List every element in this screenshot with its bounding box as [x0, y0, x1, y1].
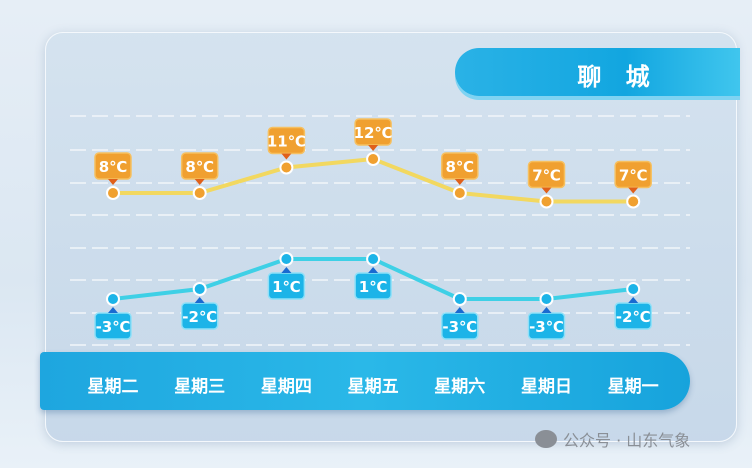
svg-text:-3℃: -3℃ [529, 318, 564, 336]
day-label: 星期六 [434, 377, 486, 397]
svg-text:1℃: 1℃ [359, 278, 388, 296]
data-point [106, 186, 120, 200]
low-temp-label: 1℃ [354, 267, 392, 300]
day-label: 星期三 [174, 377, 226, 397]
svg-text:7℃: 7℃ [619, 167, 648, 185]
svg-text:12℃: 12℃ [354, 124, 393, 142]
watermark-text: 公众号 · 山东气象 [563, 431, 691, 450]
high-temp-label: 12℃ [354, 118, 393, 151]
svg-text:8℃: 8℃ [445, 158, 474, 176]
low-temp-label: -3℃ [441, 307, 479, 340]
svg-text:-2℃: -2℃ [616, 308, 651, 326]
high-temp-label: 7℃ [527, 160, 566, 194]
data-point [452, 186, 467, 200]
data-point [192, 186, 207, 200]
high-temp-label: 8℃ [441, 152, 479, 185]
data-point [106, 292, 120, 306]
wechat-icon [535, 430, 557, 448]
svg-text:7℃: 7℃ [532, 167, 561, 185]
day-label: 星期日 [521, 377, 572, 397]
high-temp-label: 8℃ [94, 152, 132, 185]
day-label: 星期二 [87, 377, 139, 397]
svg-text:1℃: 1℃ [272, 278, 301, 296]
data-point [452, 292, 467, 306]
day-label: 星期一 [607, 377, 659, 397]
data-point [366, 252, 381, 266]
svg-text:-3℃: -3℃ [442, 318, 477, 336]
data-point [279, 160, 294, 175]
city-title-banner: 聊 城 [455, 48, 740, 96]
high-temp-label: 7℃ [614, 160, 652, 194]
day-axis-bar: 星期二 星期三 星期四 星期五 星期六 星期日 星期一 [40, 352, 690, 410]
svg-text:8℃: 8℃ [185, 158, 214, 176]
low-temp-label: -3℃ [94, 307, 132, 340]
data-point [366, 152, 381, 166]
data-point [626, 282, 641, 296]
data-point [539, 292, 554, 306]
data-point [539, 194, 554, 209]
low-temp-label: -3℃ [527, 307, 566, 340]
data-point [192, 282, 207, 296]
low-temp-label: -2℃ [180, 297, 219, 330]
city-title: 聊 城 [577, 63, 658, 91]
data-point [626, 194, 641, 209]
svg-text:8℃: 8℃ [99, 158, 128, 176]
day-label: 星期五 [347, 377, 399, 397]
high-temp-label: 8℃ [180, 152, 219, 185]
low-temp-label: -2℃ [614, 297, 652, 330]
svg-text:-3℃: -3℃ [96, 318, 131, 336]
high-temp-label: 11℃ [267, 126, 306, 160]
watermark: 公众号 · 山东气象 [535, 427, 690, 451]
low-temp-label: 1℃ [267, 267, 306, 300]
svg-text:11℃: 11℃ [267, 133, 306, 151]
day-label: 星期四 [260, 377, 312, 397]
svg-text:-2℃: -2℃ [182, 308, 217, 326]
data-point [279, 252, 294, 266]
